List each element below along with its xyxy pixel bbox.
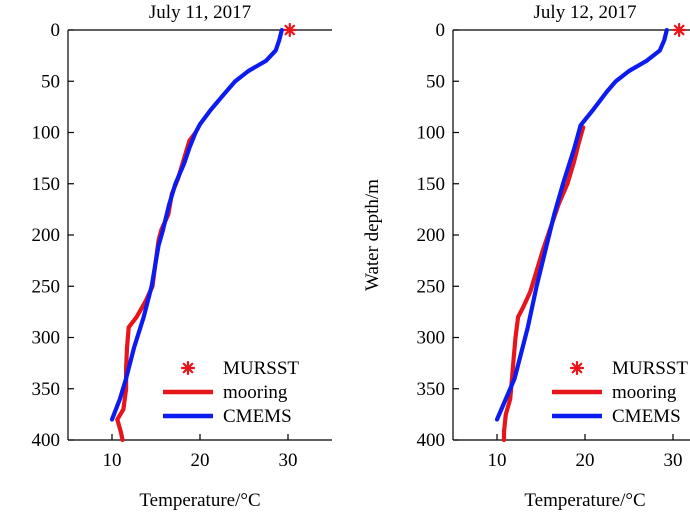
x-tick-label: 30 xyxy=(664,450,683,471)
y-tick-label: 100 xyxy=(417,123,446,144)
x-axis-label: Temperature/°C xyxy=(524,490,645,511)
legend-label-cmems: CMEMS xyxy=(612,406,681,427)
x-axis-label: Temperature/°C xyxy=(139,490,260,511)
y-tick-label: 400 xyxy=(32,430,61,451)
legend-label-mursst: MURSST xyxy=(223,358,299,379)
legend-label-cmems: CMEMS xyxy=(223,406,292,427)
y-tick-label: 0 xyxy=(436,20,446,41)
y-tick-label: 150 xyxy=(417,174,446,195)
legend: MURSST mooring CMEMS xyxy=(163,358,299,427)
y-tick-label: 250 xyxy=(417,276,446,297)
panel-july-11: July 11, 2017 Temperature/°C 0 50 100 150 20… xyxy=(32,2,332,511)
series-marker-mursst xyxy=(672,22,687,38)
panel-title: July 11, 2017 xyxy=(149,2,251,23)
panel-july-12: July 12, 2017 Temperature/°C Water depth… xyxy=(362,2,690,511)
legend: MURSST mooring CMEMS xyxy=(552,358,688,427)
x-tick-label: 10 xyxy=(488,450,507,471)
y-tick-label: 0 xyxy=(51,20,61,41)
x-tick-label: 30 xyxy=(279,450,298,471)
x-tick-label: 10 xyxy=(103,450,122,471)
series-line-cmems xyxy=(109,27,284,422)
y-tick-label: 150 xyxy=(32,174,61,195)
y-tick-label: 50 xyxy=(41,71,60,92)
y-tick-label: 200 xyxy=(32,225,61,246)
legend-label-mooring: mooring xyxy=(612,382,677,403)
legend-swatch-mursst xyxy=(180,360,196,376)
y-tick-label: 400 xyxy=(417,430,446,451)
y-tick-label: 200 xyxy=(417,225,446,246)
y-tick-label: 300 xyxy=(32,328,61,349)
y-tick-label: 350 xyxy=(32,379,61,400)
x-tick-label: 20 xyxy=(576,450,595,471)
panel-title: July 12, 2017 xyxy=(534,2,637,23)
legend-label-mooring: mooring xyxy=(223,382,288,403)
x-tick-label: 20 xyxy=(191,450,210,471)
y-tick-label: 100 xyxy=(32,123,61,144)
series-line-cmems xyxy=(494,27,669,422)
y-tick-label: 50 xyxy=(426,71,445,92)
y-axis-label: Water depth/m xyxy=(362,179,383,291)
y-tick-label: 300 xyxy=(417,328,446,349)
legend-label-mursst: MURSST xyxy=(612,358,688,379)
legend-swatch-mursst xyxy=(569,360,585,376)
y-tick-label: 250 xyxy=(32,276,61,297)
series-line-mooring xyxy=(501,125,586,443)
series-marker-mursst xyxy=(282,22,297,38)
y-tick-label: 350 xyxy=(417,379,446,400)
